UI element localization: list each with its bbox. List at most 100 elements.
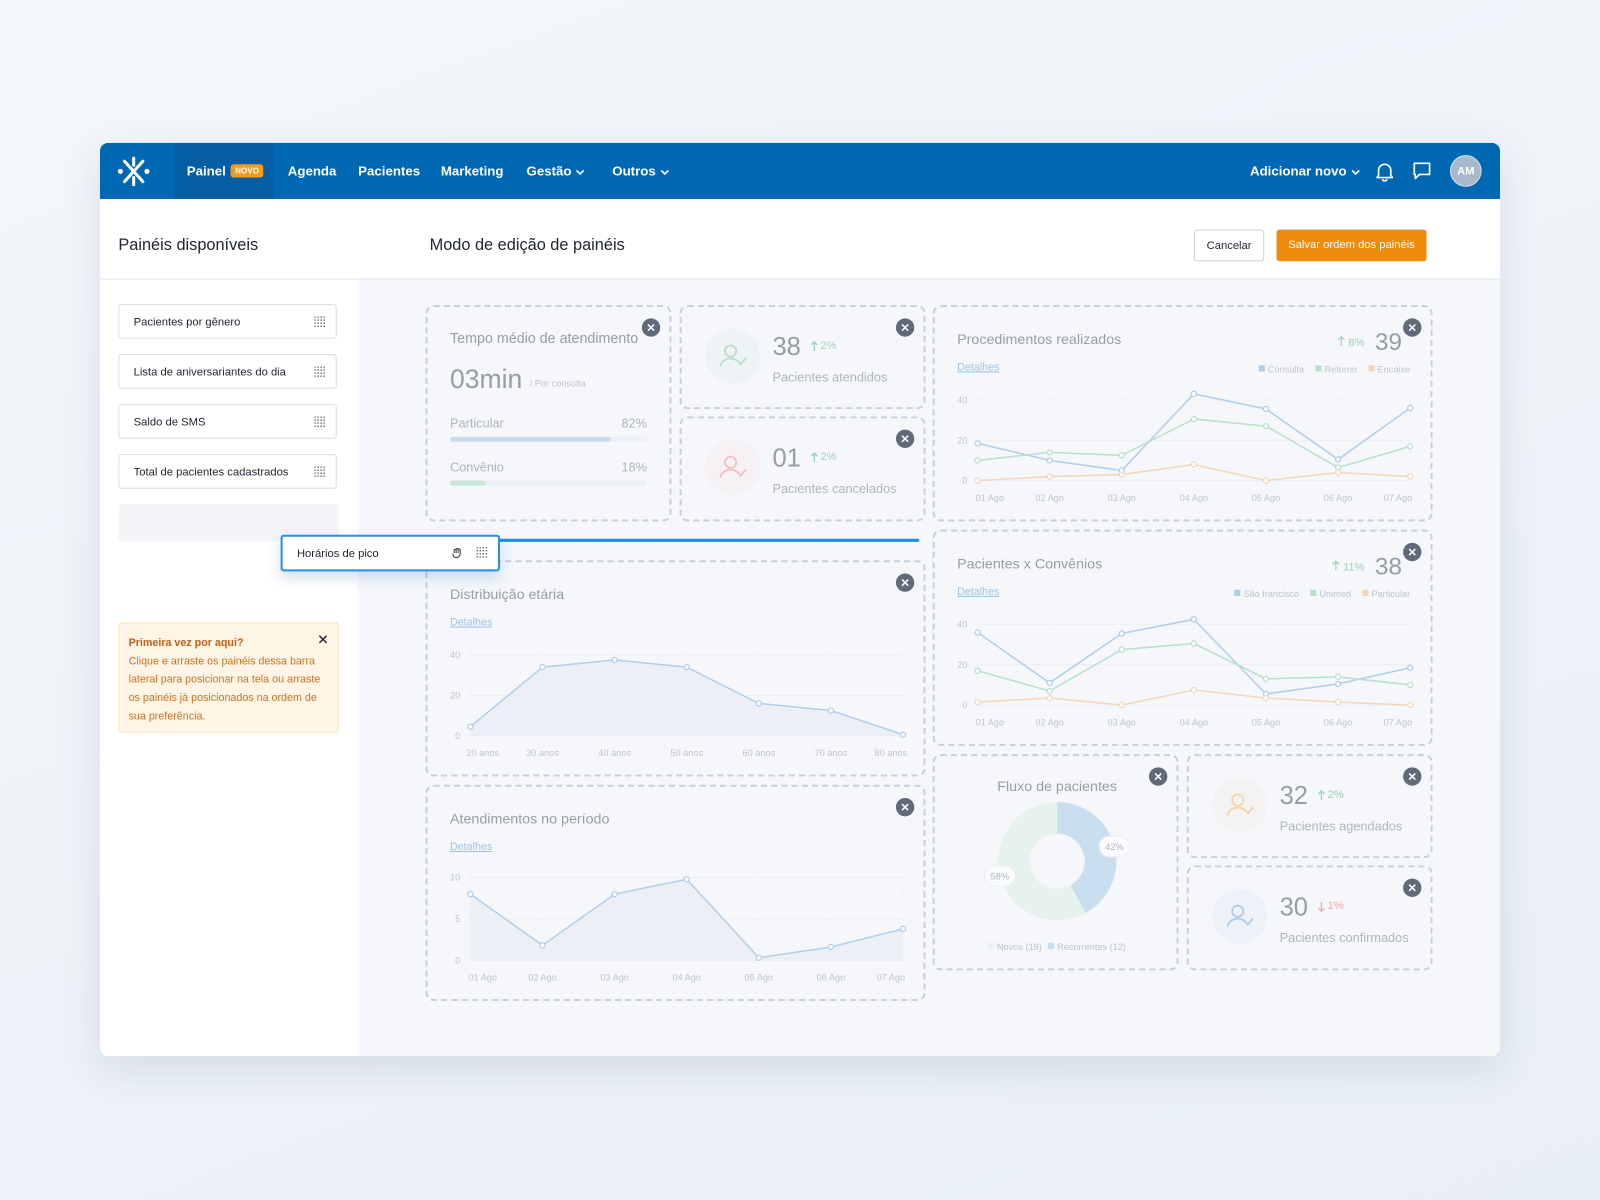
grip-dot: [482, 556, 485, 558]
grip-dot: [476, 549, 478, 552]
arrow: [810, 340, 818, 352]
panel-content: 38 2% Pacientes atendidos: [682, 307, 924, 407]
panel-stat[interactable]: 38 2% Pacientes atendidos: [679, 305, 926, 410]
close-icon: [901, 803, 909, 811]
panel-stat[interactable]: 01 2% Pacientes cancelados: [679, 416, 926, 522]
trend-arrow: [1317, 789, 1325, 800]
bell-icon[interactable]: [1376, 161, 1394, 182]
nav-item[interactable]: Outros: [612, 143, 669, 199]
nav-item[interactable]: Marketing: [440, 163, 504, 179]
sidebar-item[interactable]: Total de pacientes cadastrados: [118, 454, 337, 489]
grip-dot: [317, 366, 319, 368]
sidebar-item[interactable]: Lista de aniversariantes do dia: [118, 354, 337, 389]
nav-item[interactable]: Agenda: [287, 163, 337, 179]
dragged-card[interactable]: Horários de pico: [280, 534, 500, 572]
close-button[interactable]: [1403, 318, 1422, 337]
close-button[interactable]: [1403, 878, 1422, 897]
close-x: [901, 323, 909, 332]
nav-label: Adicionar novo: [1249, 163, 1347, 179]
details-link[interactable]: Detalhes: [450, 617, 492, 629]
change: 11%: [1343, 561, 1365, 573]
page-header: Modo de edição de painéis Cancelar Salva…: [358, 198, 1500, 280]
add-new-menu[interactable]: Adicionar novo: [1250, 143, 1360, 199]
close-button[interactable]: [895, 797, 915, 817]
x-tick-label: 05 Ago: [1252, 718, 1281, 728]
close-x: [901, 435, 909, 443]
save-button[interactable]: Salvar ordem dos painéis: [1276, 229, 1427, 262]
panel-procedimentos[interactable]: Procedimentos realizados Detalhes 0 20 40 01 …: [932, 305, 1433, 522]
point: [974, 629, 981, 636]
close-button[interactable]: [895, 429, 915, 448]
point: [755, 954, 763, 961]
grip-dot: [317, 325, 319, 327]
grip-dot: [320, 422, 322, 424]
stat-value: 01: [772, 443, 801, 473]
panel-stat[interactable]: 30 1% Pacientes confirmados: [1186, 865, 1433, 971]
sidebar-item[interactable]: Pacientes por gênero: [118, 304, 337, 339]
sidebar-item[interactable]: Saldo de SMS: [118, 404, 337, 439]
point: [974, 440, 981, 447]
trend-arrow: [1337, 335, 1345, 346]
close-icon: [1408, 884, 1416, 892]
close-button[interactable]: [1403, 767, 1422, 786]
panel-atendimentos[interactable]: Atendimentos no período Detalhes 0 5 10 01 Ag…: [425, 784, 926, 1002]
panel-tempo[interactable]: Tempo médio de atendimento 03min / Por c…: [425, 305, 672, 522]
grip-dot: [320, 319, 322, 321]
grip-dot: [479, 549, 482, 552]
point: [1190, 686, 1198, 694]
new-badge: NOVO: [230, 164, 264, 178]
grip-dot: [317, 475, 319, 477]
icon-badge: [1244, 917, 1254, 926]
tip-text: Clique e arraste os painéis dessa barra …: [128, 655, 321, 723]
tip-close[interactable]: [318, 635, 328, 644]
grip-dot: [317, 466, 319, 468]
panel-convenios[interactable]: Pacientes x Convênios Detalhes 0 20 40 01 Ago…: [932, 529, 1433, 746]
stat-change: 2%: [820, 339, 837, 353]
close-button[interactable]: [895, 573, 915, 592]
close-button[interactable]: [1403, 542, 1422, 562]
bar-value: 18%: [621, 460, 647, 475]
details-link[interactable]: Detalhes: [957, 586, 999, 598]
cancel-button[interactable]: Cancelar: [1193, 229, 1265, 262]
stat-label: Pacientes confirmados: [1279, 930, 1409, 945]
grip-dot: [320, 375, 322, 377]
grip-dot: [314, 316, 316, 318]
close-icon: [901, 579, 909, 587]
logo[interactable]: [116, 155, 151, 188]
divider: [99, 278, 359, 280]
nav-item[interactable]: Pacientes: [358, 163, 421, 179]
grip-dot: [323, 325, 325, 327]
y-tick-label: 20: [957, 435, 967, 445]
grip-dot: [323, 422, 325, 424]
x-tick-label: 03 Ago: [1107, 718, 1136, 728]
avatar[interactable]: AM: [1449, 155, 1482, 187]
panel-fluxo[interactable]: Fluxo de pacientes 58% 42% Novos (18) Recorr…: [932, 754, 1179, 971]
icon-head: [724, 455, 738, 469]
grip-dot: [323, 375, 325, 377]
close-button[interactable]: [895, 318, 915, 337]
close-button[interactable]: [1148, 767, 1168, 786]
details-link[interactable]: Detalhes: [957, 361, 999, 373]
legend-label: Consulta: [1268, 364, 1305, 374]
grip-dot: [479, 546, 482, 549]
panel-distribuicao[interactable]: Distribuição etária Detalhes 0 20 40 20 anos 3…: [425, 560, 926, 777]
point: [1407, 681, 1414, 689]
grip-dot: [320, 372, 322, 374]
panel-stat[interactable]: 32 2% Pacientes agendados: [1186, 754, 1433, 859]
point: [974, 667, 981, 674]
y-tick-label: 10: [450, 873, 460, 883]
point: [1262, 675, 1270, 683]
arrow: [1317, 789, 1325, 800]
point: [1046, 694, 1053, 702]
legend-swatch: [1315, 365, 1322, 372]
close-button[interactable]: [641, 318, 661, 337]
chat-icon[interactable]: [1412, 161, 1431, 180]
details-link[interactable]: Detalhes: [450, 841, 492, 853]
legend-swatch: [1047, 942, 1055, 949]
line-chart: Procedimentos realizados Detalhes 0 20 40 01 …: [957, 329, 1414, 503]
close-x: [1408, 772, 1416, 781]
x-tick-label: 80 anos: [874, 748, 907, 758]
point: [1118, 646, 1125, 653]
nav-item[interactable]: Gestão: [527, 143, 585, 199]
nav-item[interactable]: Painel NOVO: [187, 143, 264, 199]
